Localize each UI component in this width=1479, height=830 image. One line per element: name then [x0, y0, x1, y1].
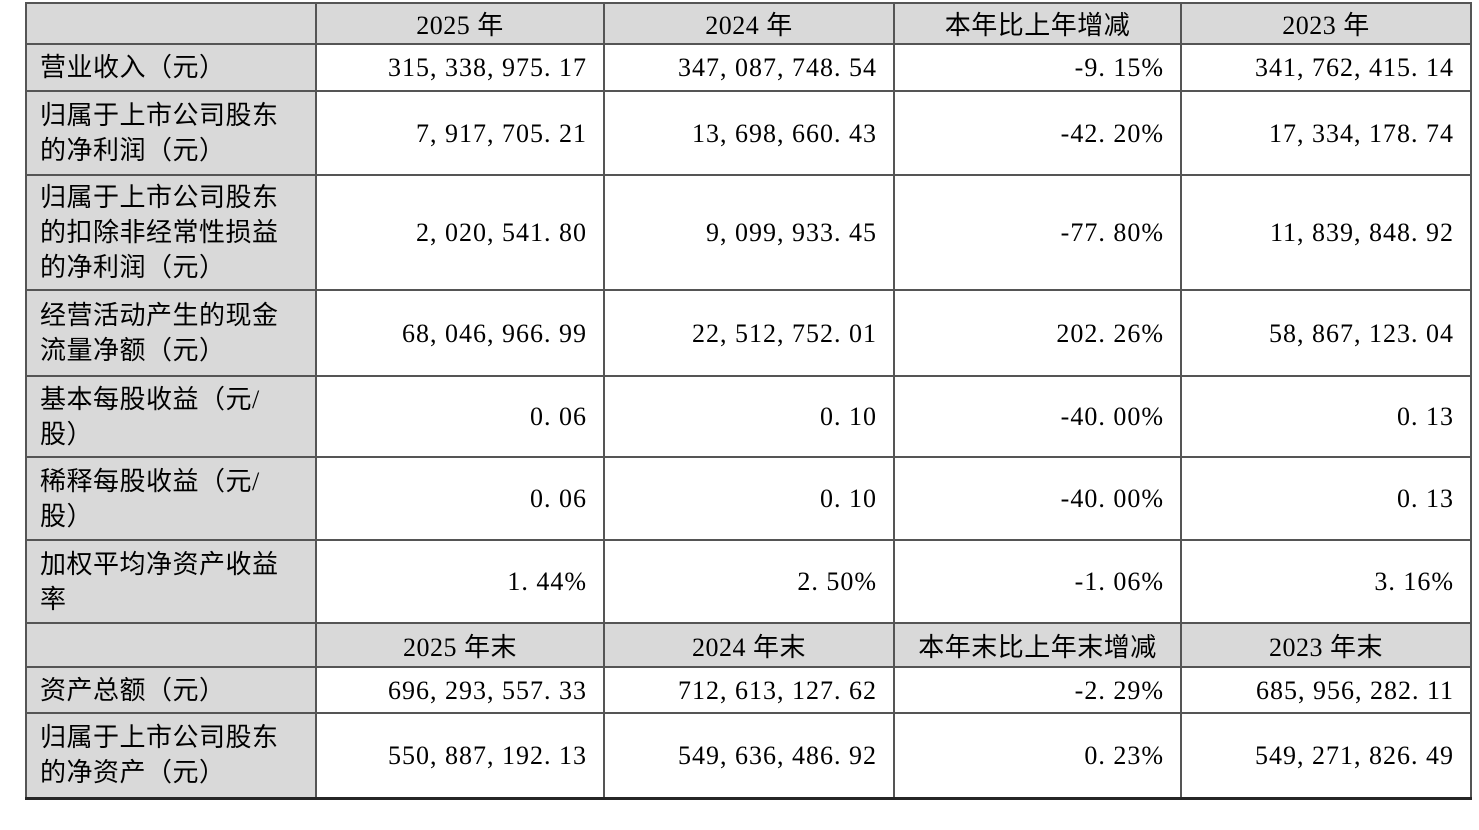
- cell-change: 202. 26%: [893, 289, 1182, 377]
- cell-2023: 341, 762, 415. 14: [1180, 43, 1472, 92]
- row-label: 资产总额（元）: [25, 666, 317, 714]
- row-label: 归属于上市公司股东 的扣除非经常性损益 的净利润（元）: [25, 174, 317, 291]
- cell-change: -1. 06%: [893, 539, 1182, 624]
- table-row-net-profit-excl-nonrecurring: 归属于上市公司股东 的扣除非经常性损益 的净利润（元） 2, 020, 541.…: [25, 174, 1472, 291]
- cell-2023: 3. 16%: [1180, 539, 1472, 624]
- table-row-revenue: 营业收入（元） 315, 338, 975. 17 347, 087, 748.…: [25, 43, 1472, 92]
- cell-change: -42. 20%: [893, 90, 1182, 176]
- cell-2023: 11, 839, 848. 92: [1180, 174, 1472, 291]
- cell-change: 0. 23%: [893, 712, 1182, 799]
- cell-2024: 0. 10: [603, 375, 895, 458]
- row-label: 基本每股收益（元/ 股）: [25, 375, 317, 458]
- eop-header-change: 本年末比上年末增减: [893, 622, 1182, 668]
- cell-2025: 7, 917, 705. 21: [315, 90, 605, 176]
- cell-2024: 13, 698, 660. 43: [603, 90, 895, 176]
- table-row-operating-cash-flow: 经营活动产生的现金 流量净额（元） 68, 046, 966. 99 22, 5…: [25, 289, 1472, 377]
- row-label: 加权平均净资产收益 率: [25, 539, 317, 624]
- financial-summary-table: 2025 年 2024 年 本年比上年增减 2023 年 营业收入（元） 315…: [25, 2, 1472, 800]
- cell-2023: 58, 867, 123. 04: [1180, 289, 1472, 377]
- cell-2025: 1. 44%: [315, 539, 605, 624]
- period-header-2024: 2024 年: [603, 2, 895, 45]
- period-header-2025: 2025 年: [315, 2, 605, 45]
- cell-2024: 549, 636, 486. 92: [603, 712, 895, 799]
- row-label: 归属于上市公司股东 的净利润（元）: [25, 90, 317, 176]
- table-row-weighted-avg-roe: 加权平均净资产收益 率 1. 44% 2. 50% -1. 06% 3. 16%: [25, 539, 1472, 624]
- cell-2023: 17, 334, 178. 74: [1180, 90, 1472, 176]
- cell-2024: 9, 099, 933. 45: [603, 174, 895, 291]
- cell-change: -2. 29%: [893, 666, 1182, 714]
- period-header-row: 2025 年 2024 年 本年比上年增减 2023 年: [25, 2, 1472, 45]
- cell-2025: 2, 020, 541. 80: [315, 174, 605, 291]
- period-header-2023: 2023 年: [1180, 2, 1472, 45]
- cell-2023: 0. 13: [1180, 375, 1472, 458]
- cell-2025: 696, 293, 557. 33: [315, 666, 605, 714]
- eop-header-2025: 2025 年末: [315, 622, 605, 668]
- period-header-blank: [25, 2, 317, 45]
- eop-header-2023: 2023 年末: [1180, 622, 1472, 668]
- cell-2025: 0. 06: [315, 456, 605, 541]
- cell-2023: 549, 271, 826. 49: [1180, 712, 1472, 799]
- cell-2024: 0. 10: [603, 456, 895, 541]
- cell-2025: 315, 338, 975. 17: [315, 43, 605, 92]
- cell-change: -9. 15%: [893, 43, 1182, 92]
- cell-2024: 712, 613, 127. 62: [603, 666, 895, 714]
- financial-summary: 2025 年 2024 年 本年比上年增减 2023 年 营业收入（元） 315…: [25, 2, 1472, 800]
- row-label: 营业收入（元）: [25, 43, 317, 92]
- cell-2025: 68, 046, 966. 99: [315, 289, 605, 377]
- eop-header-blank: [25, 622, 317, 668]
- cell-change: -40. 00%: [893, 375, 1182, 458]
- cell-2023: 0. 13: [1180, 456, 1472, 541]
- eop-header-2024: 2024 年末: [603, 622, 895, 668]
- table-row-diluted-eps: 稀释每股收益（元/ 股） 0. 06 0. 10 -40. 00% 0. 13: [25, 456, 1472, 541]
- cell-change: -77. 80%: [893, 174, 1182, 291]
- table-row-total-assets: 资产总额（元） 696, 293, 557. 33 712, 613, 127.…: [25, 666, 1472, 714]
- row-label: 归属于上市公司股东 的净资产（元）: [25, 712, 317, 799]
- table-row-basic-eps: 基本每股收益（元/ 股） 0. 06 0. 10 -40. 00% 0. 13: [25, 375, 1472, 458]
- row-label: 经营活动产生的现金 流量净额（元）: [25, 289, 317, 377]
- cell-2023: 685, 956, 282. 11: [1180, 666, 1472, 714]
- cell-2024: 2. 50%: [603, 539, 895, 624]
- table-row-net-profit: 归属于上市公司股东 的净利润（元） 7, 917, 705. 21 13, 69…: [25, 90, 1472, 176]
- cell-2025: 0. 06: [315, 375, 605, 458]
- eop-header-row: 2025 年末 2024 年末 本年末比上年末增减 2023 年末: [25, 622, 1472, 668]
- table-row-net-assets: 归属于上市公司股东 的净资产（元） 550, 887, 192. 13 549,…: [25, 712, 1472, 799]
- cell-2025: 550, 887, 192. 13: [315, 712, 605, 799]
- cell-2024: 22, 512, 752. 01: [603, 289, 895, 377]
- row-label: 稀释每股收益（元/ 股）: [25, 456, 317, 541]
- cell-change: -40. 00%: [893, 456, 1182, 541]
- period-header-change: 本年比上年增减: [893, 2, 1182, 45]
- cell-2024: 347, 087, 748. 54: [603, 43, 895, 92]
